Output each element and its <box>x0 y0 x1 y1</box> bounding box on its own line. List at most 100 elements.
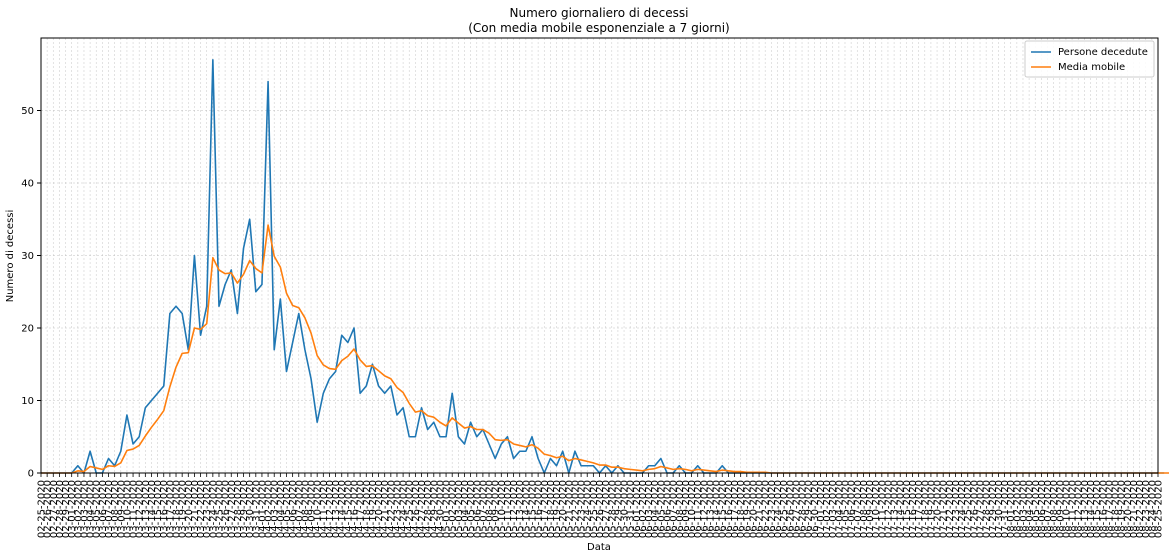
y-axis-label: Numero di decessi <box>5 210 16 303</box>
y-tick-label: 20 <box>21 324 34 335</box>
x-tick-label: 03-29-2020 <box>239 480 250 538</box>
x-tick-label: 06-20-2020 <box>748 480 759 538</box>
x-tick-label: 07-26-2020 <box>969 480 980 538</box>
x-tick-label: 08-22-2020 <box>1135 480 1146 538</box>
x-tick-label: 05-14-2020 <box>521 480 532 538</box>
x-axis: 02-25-202002-26-202002-27-202002-28-2020… <box>37 473 1165 538</box>
x-tick-label: 02-26-2020 <box>43 480 54 538</box>
x-tick-label: 05-25-2020 <box>589 480 600 538</box>
x-tick-label: 02-29-2020 <box>61 480 72 538</box>
x-tick-label: 03-11-2020 <box>129 480 140 538</box>
x-tick-label: 08-25-2020 <box>1154 480 1165 538</box>
x-tick-label: 05-20-2020 <box>558 480 569 538</box>
x-tick-label: 06-18-2020 <box>736 480 747 538</box>
x-tick-label: 06-26-2020 <box>785 480 796 538</box>
x-tick-label: 05-31-2020 <box>626 480 637 538</box>
x-tick-label: 07-02-2020 <box>822 480 833 538</box>
x-tick-label: 04-10-2020 <box>313 480 324 538</box>
x-tick-label: 04-29-2020 <box>429 480 440 538</box>
x-tick-label: 07-23-2020 <box>951 480 962 538</box>
x-tick-label: 03-22-2020 <box>196 480 207 538</box>
chart-title: Numero giornaliero di decessi <box>510 6 689 20</box>
x-tick-label: 05-11-2020 <box>503 480 514 538</box>
x-tick-label: 04-04-2020 <box>276 480 287 538</box>
x-tick-label: 03-03-2020 <box>79 480 90 538</box>
x-tick-label: 04-13-2020 <box>331 480 342 538</box>
x-tick-label: 06-13-2020 <box>705 480 716 538</box>
x-tick-label: 04-19-2020 <box>368 480 379 538</box>
x-tick-label: 06-02-2020 <box>638 480 649 538</box>
x-tick-label: 07-16-2020 <box>908 480 919 538</box>
x-tick-label: 04-28-2020 <box>423 480 434 538</box>
x-tick-label: 04-20-2020 <box>374 480 385 538</box>
x-tick-label: 07-06-2020 <box>847 480 858 538</box>
x-tick-label: 03-31-2020 <box>251 480 262 538</box>
y-tick-label: 10 <box>21 396 34 407</box>
x-tick-label: 07-08-2020 <box>859 480 870 538</box>
x-tick-label: 03-05-2020 <box>92 480 103 538</box>
x-tick-label: 06-14-2020 <box>712 480 723 538</box>
x-tick-label: 08-07-2020 <box>1043 480 1054 538</box>
x-tick-label: 04-26-2020 <box>411 480 422 538</box>
x-tick-label: 03-24-2020 <box>208 480 219 538</box>
x-tick-label: 08-13-2020 <box>1080 480 1091 538</box>
x-tick-label: 06-24-2020 <box>773 480 784 538</box>
x-tick-label: 03-20-2020 <box>184 480 195 538</box>
x-tick-label: 07-28-2020 <box>982 480 993 538</box>
x-tick-label: 06-09-2020 <box>681 480 692 538</box>
x-tick-label: 08-01-2020 <box>1006 480 1017 538</box>
x-tick-label: 05-17-2020 <box>540 480 551 538</box>
x-tick-label: 02-25-2020 <box>37 480 48 538</box>
x-tick-label: 04-15-2020 <box>343 480 354 538</box>
x-tick-label: 03-09-2020 <box>116 480 127 538</box>
x-tick-label: 05-09-2020 <box>491 480 502 538</box>
x-tick-label: 05-03-2020 <box>454 480 465 538</box>
x-tick-label: 07-07-2020 <box>853 480 864 538</box>
x-tick-label: 06-05-2020 <box>656 480 667 538</box>
x-tick-label: 03-27-2020 <box>227 480 238 538</box>
x-tick-label: 06-12-2020 <box>699 480 710 538</box>
x-tick-label: 06-07-2020 <box>669 480 680 538</box>
x-tick-label: 03-30-2020 <box>245 480 256 538</box>
x-tick-label: 08-12-2020 <box>1074 480 1085 538</box>
x-tick-label: 04-06-2020 <box>288 480 299 538</box>
x-tick-label: 07-30-2020 <box>994 480 1005 538</box>
x-tick-label: 07-25-2020 <box>963 480 974 538</box>
x-tick-label: 08-24-2020 <box>1147 480 1158 538</box>
x-tick-label: 06-25-2020 <box>779 480 790 538</box>
x-tick-label: 07-31-2020 <box>1000 480 1011 538</box>
x-tick-label: 03-16-2020 <box>159 480 170 538</box>
x-tick-label: 08-16-2020 <box>1098 480 1109 538</box>
x-tick-label: 07-19-2020 <box>926 480 937 538</box>
x-tick-label: 04-09-2020 <box>307 480 318 538</box>
x-tick-label: 05-13-2020 <box>515 480 526 538</box>
x-tick-label: 03-07-2020 <box>104 480 115 538</box>
x-tick-label: 07-01-2020 <box>816 480 827 538</box>
x-tick-label: 08-19-2020 <box>1117 480 1128 538</box>
y-tick-label: 50 <box>21 106 34 117</box>
x-tick-label: 08-09-2020 <box>1055 480 1066 538</box>
x-tick-label: 03-13-2020 <box>141 480 152 538</box>
x-tick-label: 07-27-2020 <box>976 480 987 538</box>
x-tick-label: 04-30-2020 <box>435 480 446 538</box>
x-tick-label: 03-04-2020 <box>86 480 97 538</box>
x-tick-label: 07-22-2020 <box>945 480 956 538</box>
x-tick-label: 06-01-2020 <box>632 480 643 538</box>
x-tick-label: 03-12-2020 <box>135 480 146 538</box>
x-tick-label: 06-08-2020 <box>675 480 686 538</box>
x-tick-label: 05-06-2020 <box>472 480 483 538</box>
x-tick-label: 03-26-2020 <box>221 480 232 538</box>
x-tick-label: 05-28-2020 <box>607 480 618 538</box>
x-tick-label: 05-05-2020 <box>466 480 477 538</box>
x-tick-label: 05-24-2020 <box>583 480 594 538</box>
x-tick-label: 07-17-2020 <box>914 480 925 538</box>
x-tick-label: 04-02-2020 <box>264 480 275 538</box>
x-tick-label: 06-29-2020 <box>804 480 815 538</box>
x-tick-label: 06-16-2020 <box>724 480 735 538</box>
x-tick-label: 03-25-2020 <box>214 480 225 538</box>
x-tick-label: 06-04-2020 <box>650 480 661 538</box>
x-tick-label: 05-26-2020 <box>595 480 606 538</box>
x-axis-label: Data <box>587 542 611 553</box>
x-tick-label: 05-15-2020 <box>527 480 538 538</box>
